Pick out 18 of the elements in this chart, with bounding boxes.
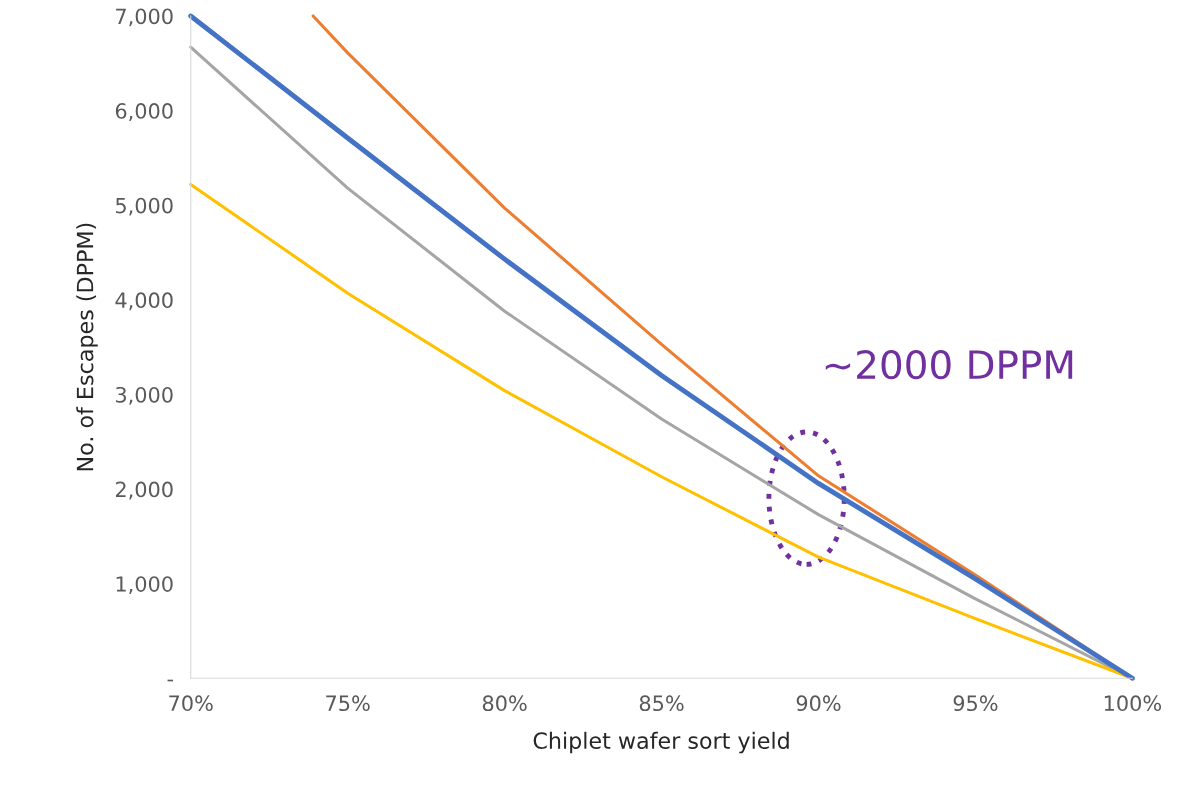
annotation: ~2000 DPPM bbox=[825, 349, 1073, 380]
y-tick-label: 2,000 bbox=[115, 481, 173, 500]
y-axis-title: No. of Escapes (DPPM) bbox=[76, 223, 98, 471]
y-tick-label: 7,000 bbox=[116, 8, 173, 27]
y-tick-label: 5,000 bbox=[116, 197, 173, 216]
y-tick-label: - bbox=[167, 679, 174, 682]
x-axis-title: Chiplet wafer sort yield bbox=[533, 731, 789, 754]
y-tick-label: 1,000 bbox=[116, 576, 173, 595]
x-tick-label: 100% bbox=[1104, 695, 1162, 712]
x-tick-label: 95% bbox=[953, 695, 998, 712]
y-tick-label: 6,000 bbox=[115, 103, 173, 121]
x-tick-label: 90% bbox=[796, 695, 841, 712]
y-tick-label: 3,000 bbox=[116, 386, 173, 405]
x-tick-label: 75% bbox=[326, 695, 370, 712]
x-tick-label: 70% bbox=[169, 695, 213, 712]
x-tick-label: 80% bbox=[482, 695, 527, 712]
x-tick-label: 85% bbox=[639, 695, 684, 712]
y-tick-label: 4,000 bbox=[115, 292, 173, 311]
